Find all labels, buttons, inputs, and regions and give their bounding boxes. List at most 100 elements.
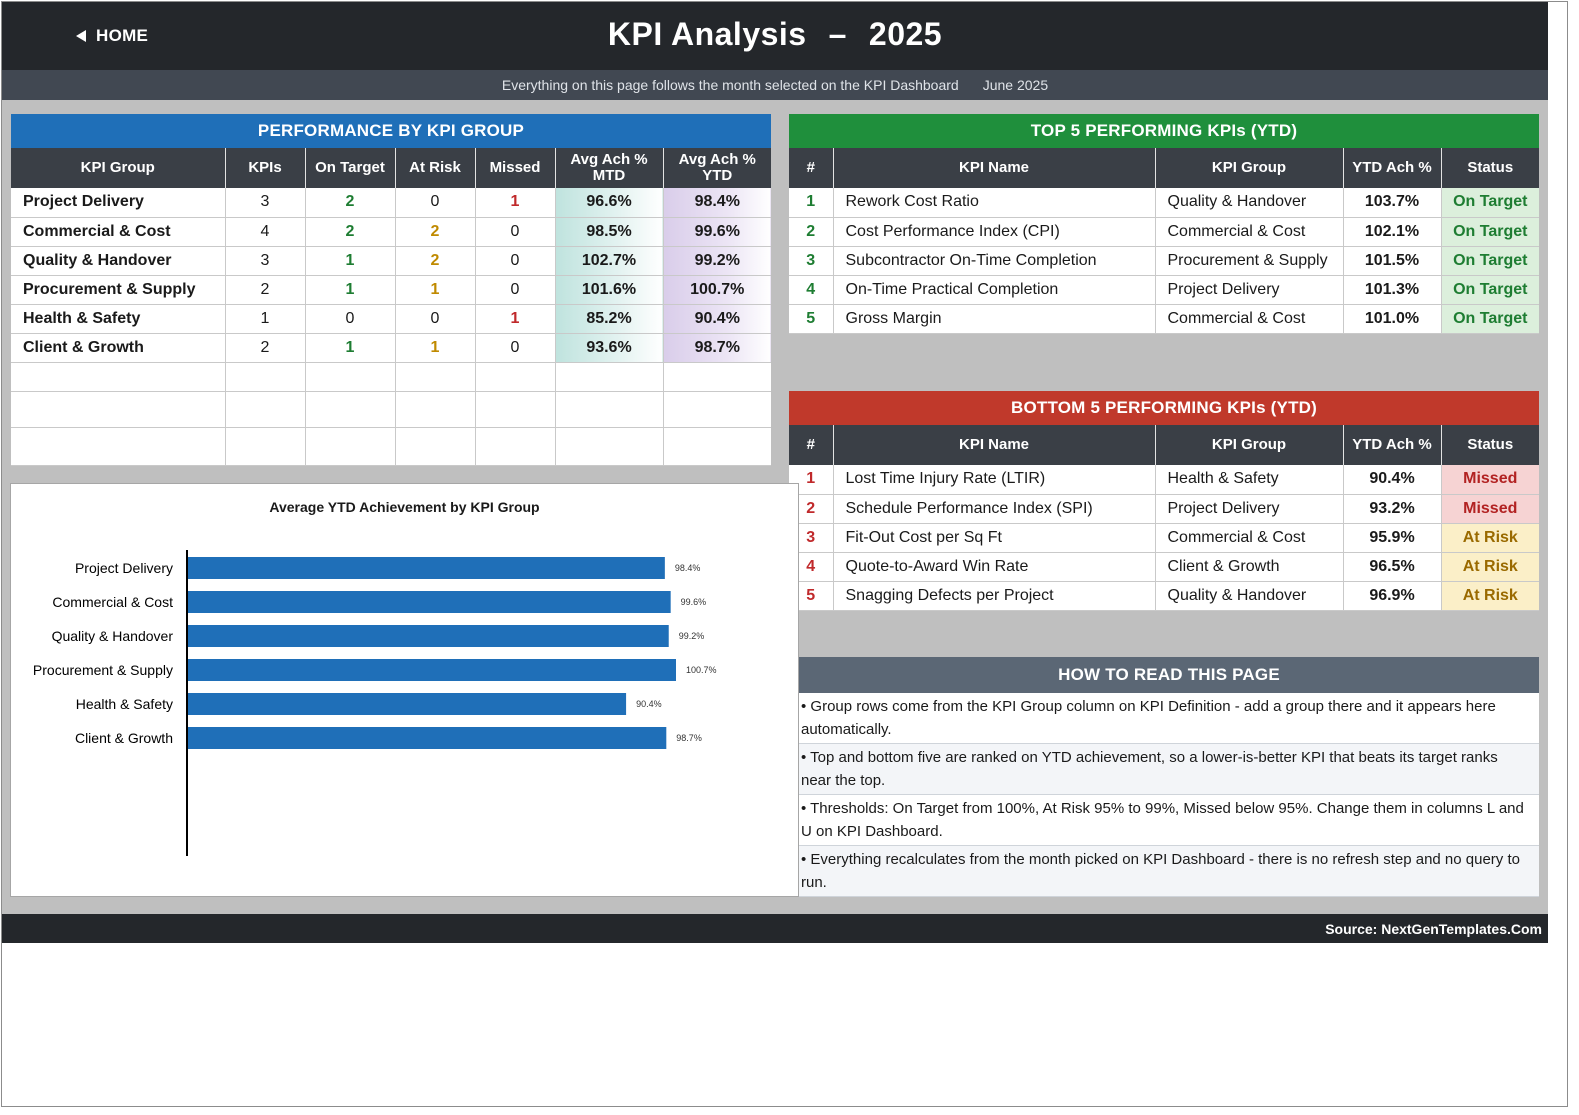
kpi-group-cell: Commercial & Cost <box>1155 217 1344 247</box>
avg-mtd-cell: 93.6% <box>555 333 664 363</box>
selected-month: June 2025 <box>982 77 1049 93</box>
missed-cell: 0 <box>475 275 556 305</box>
data-label: 99.2% <box>679 631 705 641</box>
rank-cell: 3 <box>789 246 834 276</box>
empty-cell <box>11 391 226 428</box>
category-label: Client & Growth <box>75 730 173 746</box>
table-row: 5 Gross Margin Commercial & Cost 101.0% On T… <box>789 304 1539 334</box>
top5-header-row: # KPI Name KPI Group YTD Ach % Status <box>789 148 1539 188</box>
ytd-cell: 101.3% <box>1343 275 1442 305</box>
kpi-group-cell: Health & Safety <box>1155 465 1344 495</box>
kpi-name-cell: Snagging Defects per Project <box>833 581 1156 611</box>
col-header: Missed <box>475 148 556 188</box>
howto-item: • Group rows come from the KPI Group col… <box>799 693 1539 744</box>
avg-ytd-cell: 100.7% <box>663 275 771 305</box>
kpi-name-cell: Lost Time Injury Rate (LTIR) <box>833 465 1156 495</box>
kpi-group-cell: Procurement & Supply <box>1155 246 1344 276</box>
empty-cell <box>11 362 226 392</box>
kpi-count-cell: 3 <box>225 246 306 276</box>
kpi-group-cell: Quality & Handover <box>1155 188 1344 218</box>
table-row: 3 Subcontractor On-Time Completion Procure… <box>789 246 1539 276</box>
chart-bar[interactable] <box>188 693 627 715</box>
rank-cell: 2 <box>789 217 834 247</box>
chart-bar[interactable] <box>188 659 676 681</box>
empty-cell <box>475 427 556 466</box>
kpi-name-cell: Rework Cost Ratio <box>833 188 1156 218</box>
col-header: Status <box>1441 148 1539 188</box>
ytd-cell: 93.2% <box>1343 494 1442 524</box>
chart-bar[interactable] <box>188 727 667 749</box>
status-badge: On Target <box>1441 217 1539 247</box>
col-header: KPI Name <box>833 148 1156 188</box>
performance-table: KPI Group KPIs On Target At Risk Missed … <box>11 148 771 466</box>
col-header: At Risk <box>395 148 476 188</box>
col-header: On Target <box>305 148 396 188</box>
empty-cell <box>395 427 476 466</box>
sub-header: Everything on this page follows the mont… <box>2 70 1548 100</box>
table-row: 4 On-Time Practical Completion Project Del… <box>789 275 1539 305</box>
ytd-cell: 95.9% <box>1343 523 1442 553</box>
performance-header-row: KPI Group KPIs On Target At Risk Missed … <box>11 148 771 188</box>
howto-item: • Everything recalculates from the month… <box>799 846 1539 897</box>
howto-title: HOW TO READ THIS PAGE <box>799 657 1539 693</box>
howto-item: • Top and bottom five are ranked on YTD … <box>799 744 1539 795</box>
rank-cell: 1 <box>789 188 834 218</box>
col-header: # <box>789 148 834 188</box>
data-label: 100.7% <box>686 665 717 675</box>
on-target-cell: 1 <box>305 275 396 305</box>
table-row: Client & Growth 2 1 1 0 93.6% 98.7% <box>11 333 771 363</box>
kpi-count-cell: 4 <box>225 217 306 247</box>
home-button[interactable]: HOME <box>76 24 148 48</box>
bottom5-header-row: # KPI Name KPI Group YTD Ach % Status <box>789 425 1539 465</box>
kpi-count-cell: 2 <box>225 333 306 363</box>
subheader-note: Everything on this page follows the mont… <box>501 77 959 93</box>
howto-panel: HOW TO READ THIS PAGE • Group rows come … <box>799 657 1539 897</box>
table-row: 2 Cost Performance Index (CPI) Commercial … <box>789 217 1539 247</box>
ytd-chart[interactable]: Average YTD Achievement by KPI Group Pro… <box>10 483 799 897</box>
chart-title: Average YTD Achievement by KPI Group <box>269 499 540 515</box>
empty-cell <box>395 391 476 428</box>
bottom5-title: BOTTOM 5 PERFORMING KPIs (YTD) <box>789 391 1539 425</box>
at-risk-cell: 0 <box>395 188 476 218</box>
on-target-cell: 2 <box>305 217 396 247</box>
table-row: Commercial & Cost 4 2 2 0 98.5% 99.6% <box>11 217 771 247</box>
kpi-group-cell: Procurement & Supply <box>11 275 226 305</box>
chart-bar[interactable] <box>188 557 665 579</box>
empty-cell <box>555 362 664 392</box>
kpi-group-cell: Project Delivery <box>1155 275 1344 305</box>
kpi-group-cell: Health & Safety <box>11 304 226 334</box>
dashboard-sheet: HOME KPI Analysis –2025 Everything on thi… <box>2 2 1548 943</box>
ytd-cell: 102.1% <box>1343 217 1442 247</box>
col-header: KPI Group <box>1155 425 1344 465</box>
chart-canvas: Project Delivery 98.4% Commercial & Cost 99… <box>33 550 717 856</box>
data-label: 98.7% <box>676 733 702 743</box>
kpi-name-cell: Subcontractor On-Time Completion <box>833 246 1156 276</box>
avg-ytd-cell: 99.6% <box>663 217 771 247</box>
kpi-group-cell: Commercial & Cost <box>11 217 226 247</box>
ytd-cell: 101.5% <box>1343 246 1442 276</box>
col-header: KPI Group <box>11 148 226 188</box>
empty-row <box>11 391 771 428</box>
chart-bar[interactable] <box>188 625 669 647</box>
status-badge: At Risk <box>1441 552 1539 582</box>
empty-cell <box>305 427 396 466</box>
col-header: Status <box>1441 425 1539 465</box>
chart-bar[interactable] <box>188 591 671 613</box>
table-row: 1 Rework Cost Ratio Quality & Handover 103.… <box>789 188 1539 218</box>
status-badge: On Target <box>1441 275 1539 305</box>
footer: Source: NextGenTemplates.Com <box>2 914 1548 943</box>
empty-row <box>11 362 771 392</box>
kpi-group-cell: Quality & Handover <box>1155 581 1344 611</box>
kpi-group-cell: Commercial & Cost <box>1155 304 1344 334</box>
status-badge: Missed <box>1441 465 1539 495</box>
kpi-count-cell: 1 <box>225 304 306 334</box>
title-separator: – <box>828 16 847 52</box>
empty-cell <box>555 427 664 466</box>
at-risk-cell: 0 <box>395 304 476 334</box>
missed-cell: 1 <box>475 188 556 218</box>
empty-cell <box>11 427 226 466</box>
col-header: Avg Ach % YTD <box>663 148 771 188</box>
col-header: KPIs <box>225 148 306 188</box>
